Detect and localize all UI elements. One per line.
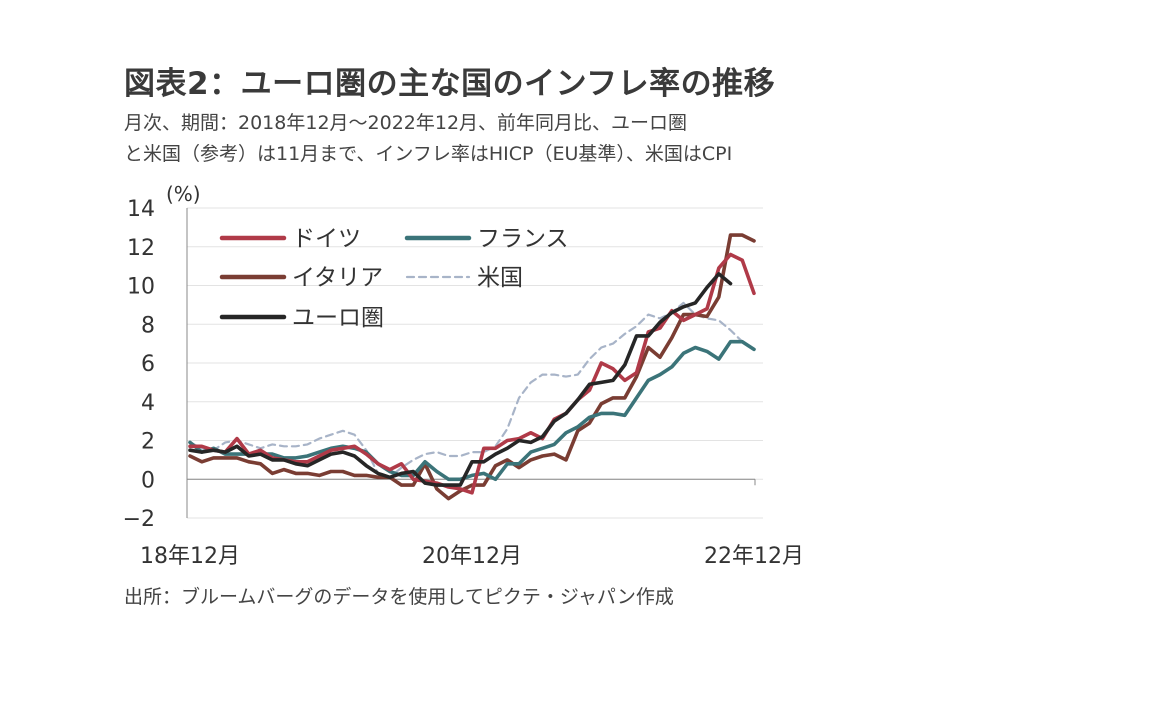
- y-tick-label: 12: [127, 236, 155, 261]
- y-tick-label: 8: [141, 313, 155, 338]
- chart-title: 図表2：ユーロ圏の主な国のインフレ率の推移: [124, 66, 776, 102]
- series-line: [188, 272, 733, 487]
- subtitle-line-1: 月次、期間：2018年12月～2022年12月、前年同月比、ユーロ圏: [124, 112, 688, 134]
- legend-item: ドイツ: [219, 226, 361, 252]
- series-line: [188, 233, 756, 501]
- legend-label: ドイツ: [292, 226, 361, 252]
- chart-subtitle: 月次、期間：2018年12月～2022年12月、前年同月比、ユーロ圏 と米国（参…: [124, 108, 732, 170]
- legend-label: 米国: [477, 265, 523, 291]
- series-line: [188, 339, 756, 482]
- y-tick-label: 0: [141, 468, 155, 493]
- y-tick-label: 6: [141, 352, 155, 377]
- y-tick-label: 10: [127, 275, 155, 300]
- x-tick-label: 22年12月: [704, 544, 804, 569]
- y-axis-unit: (%): [166, 182, 201, 206]
- legend-label: イタリア: [292, 265, 383, 291]
- y-tick-label: −2: [123, 507, 155, 532]
- legend-item: イタリア: [219, 265, 383, 291]
- x-tick-label: 18年12月: [140, 544, 240, 569]
- legend-item: ユーロ圏: [219, 305, 384, 331]
- y-tick-label: 14: [127, 197, 155, 222]
- source-note: 出所：ブルームバーグのデータを使用してピクテ・ジャパン作成: [124, 586, 674, 608]
- subtitle-line-2: と米国（参考）は11月まで、インフレ率はHICP（EU基準）、米国はCPI: [124, 143, 733, 165]
- legend-item: フランス: [404, 226, 569, 252]
- x-tick-label: 20年12月: [422, 544, 522, 569]
- y-tick-label: 2: [141, 430, 155, 455]
- legend-label: フランス: [477, 226, 569, 252]
- series-line: [188, 252, 756, 495]
- legend-label: ユーロ圏: [292, 305, 384, 331]
- series-line: [188, 301, 744, 479]
- legend-item: 米国: [405, 265, 523, 291]
- y-tick-label: 4: [141, 391, 155, 416]
